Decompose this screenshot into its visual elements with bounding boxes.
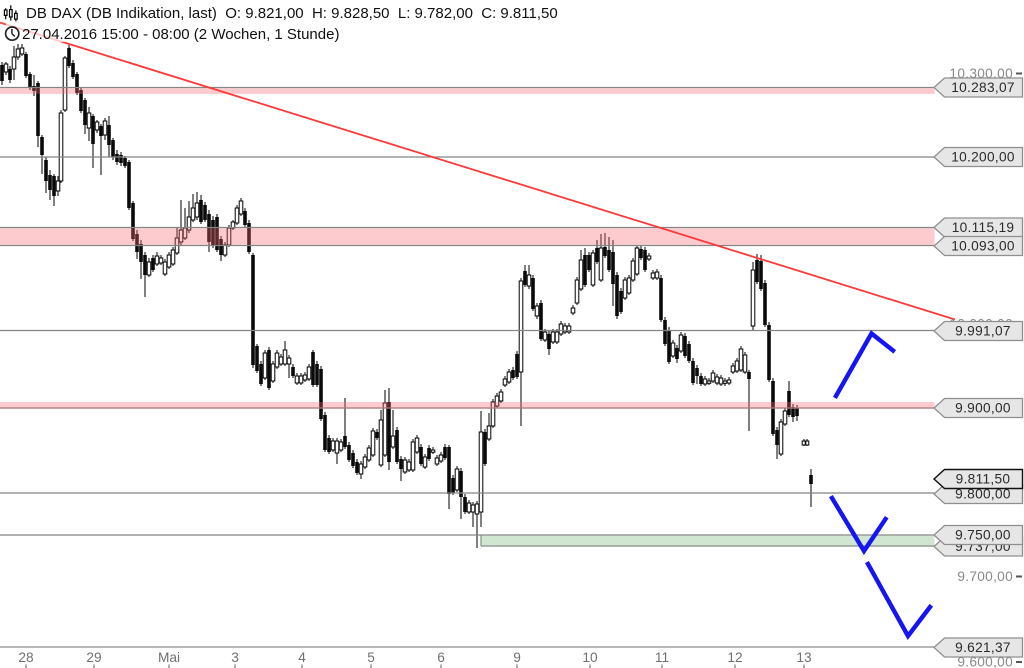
svg-text:Mai: Mai [158, 650, 180, 665]
svg-text:12: 12 [727, 650, 742, 665]
svg-text:29: 29 [86, 650, 101, 665]
svg-text:9.800,00: 9.800,00 [955, 487, 1011, 502]
svg-text:13: 13 [796, 650, 812, 665]
svg-text:9.750,00: 9.750,00 [955, 528, 1011, 543]
svg-text:9.700,00: 9.700,00 [957, 569, 1013, 584]
svg-text:10.093,00: 10.093,00 [951, 239, 1015, 254]
svg-text:10: 10 [582, 650, 598, 665]
svg-text:10.115,19: 10.115,19 [952, 220, 1015, 235]
svg-text:9.621,37: 9.621,37 [955, 640, 1011, 655]
svg-text:9: 9 [513, 650, 521, 665]
svg-text:4: 4 [298, 650, 306, 665]
svg-text:28: 28 [18, 650, 34, 665]
svg-text:6: 6 [437, 650, 445, 665]
svg-text:9.991,07: 9.991,07 [955, 324, 1011, 339]
svg-text:10.283,07: 10.283,07 [951, 80, 1015, 95]
svg-text:9.600,00: 9.600,00 [957, 655, 1013, 668]
svg-text:9.811,50: 9.811,50 [956, 472, 1011, 487]
svg-text:3: 3 [231, 650, 239, 665]
svg-text:11: 11 [655, 650, 669, 665]
svg-text:9.900,00: 9.900,00 [955, 401, 1011, 416]
svg-text:5: 5 [367, 650, 375, 665]
svg-text:10.300,00: 10.300,00 [949, 66, 1013, 81]
svg-text:10.200,00: 10.200,00 [951, 150, 1015, 165]
